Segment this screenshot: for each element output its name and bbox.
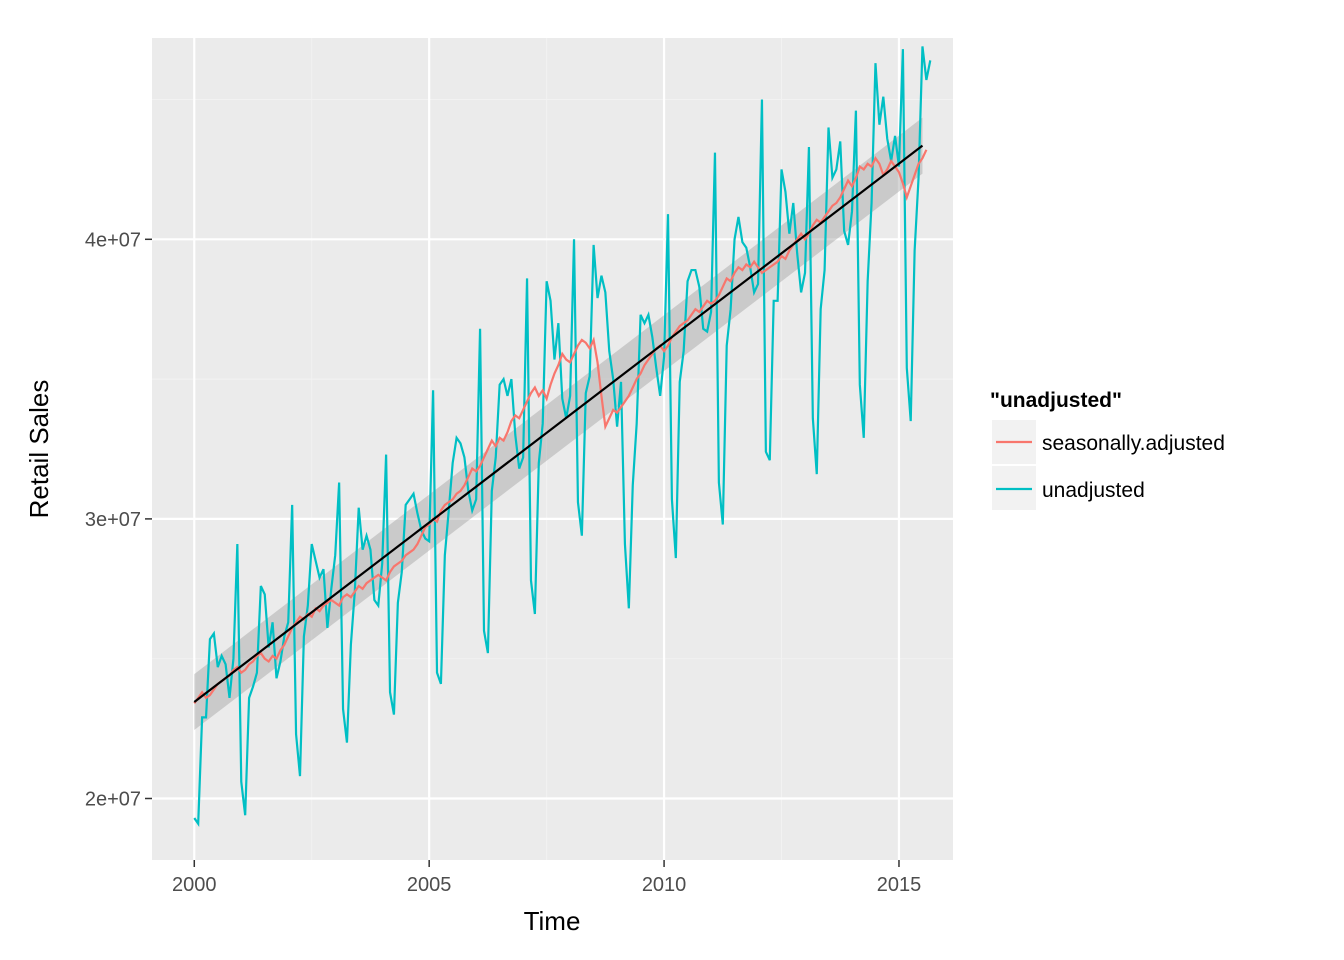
x-tick-label: 2005 — [407, 874, 452, 896]
legend-label-unadjusted: unadjusted — [1042, 479, 1145, 502]
y-tick-label: 4e+07 — [85, 229, 141, 251]
x-tick-label: 2010 — [642, 874, 687, 896]
x-tick-label: 2000 — [172, 874, 217, 896]
legend-title: "unadjusted" — [990, 389, 1122, 412]
y-axis-title: Retail Sales — [24, 380, 54, 519]
legend-item-seasonally-adjusted: seasonally.adjusted — [992, 420, 1225, 464]
y-tick-label: 2e+07 — [85, 788, 141, 810]
legend-item-unadjusted: unadjusted — [992, 466, 1145, 510]
trend-line — [193, 144, 924, 703]
legend: "unadjusted" seasonally.adjusted unadjus… — [990, 389, 1225, 510]
x-axis-title: Time — [524, 906, 581, 936]
plot-panel — [152, 38, 953, 860]
series-unadjusted-line — [193, 46, 932, 827]
x-axis: 2000 2005 2010 2015 — [172, 860, 921, 896]
x-tick-label: 2015 — [877, 874, 922, 896]
y-axis: 2e+07 3e+07 4e+07 — [85, 229, 152, 810]
y-tick-label: 3e+07 — [85, 509, 141, 531]
legend-label-seasonally-adjusted: seasonally.adjusted — [1042, 432, 1225, 455]
grid-major — [152, 38, 953, 860]
